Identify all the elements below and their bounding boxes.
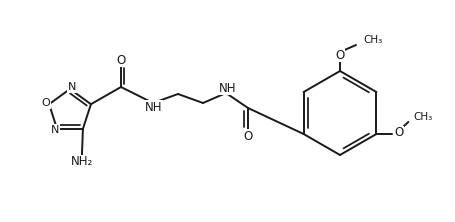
- Text: CH₃: CH₃: [413, 112, 432, 122]
- Text: O: O: [394, 127, 403, 139]
- Text: O: O: [243, 129, 252, 143]
- Text: NH₂: NH₂: [71, 155, 93, 168]
- Text: N: N: [68, 82, 76, 92]
- Text: NH: NH: [145, 101, 162, 113]
- Text: CH₃: CH₃: [362, 35, 381, 45]
- Text: O: O: [334, 48, 344, 61]
- Text: O: O: [116, 54, 125, 67]
- Text: O: O: [41, 98, 51, 108]
- Text: N: N: [51, 125, 59, 135]
- Text: NH: NH: [219, 81, 236, 95]
